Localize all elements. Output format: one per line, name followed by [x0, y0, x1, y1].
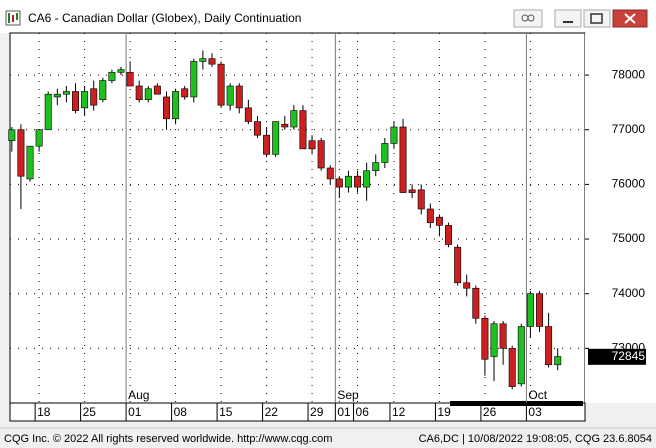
candle-body — [26, 145, 34, 180]
candle-body — [290, 110, 298, 128]
candle-body — [308, 140, 316, 150]
y-tick-label: 77000 — [612, 122, 646, 136]
price-axis-area — [585, 33, 656, 403]
candle-body — [108, 72, 116, 81]
close-button[interactable] — [612, 9, 648, 28]
candle-body — [135, 85, 143, 100]
candle-body — [199, 58, 207, 62]
x-tick-label: 03 — [528, 405, 542, 419]
candle-body — [363, 170, 371, 188]
x-tick-label: 25 — [83, 405, 97, 419]
y-tick-label: 76000 — [612, 177, 646, 191]
candle-body — [17, 129, 25, 177]
candle-body — [426, 208, 434, 223]
candle-body — [517, 326, 525, 385]
y-tick-label: 75000 — [612, 231, 646, 245]
candle-body — [81, 91, 89, 109]
last-price-label: 72845 — [612, 349, 646, 363]
candle-body — [253, 121, 261, 136]
date-axis-area — [9, 402, 586, 422]
candle-body — [281, 123, 289, 128]
x-tick-label: 08 — [174, 405, 188, 419]
x-tick-label: 01 — [128, 405, 142, 419]
candle-body — [526, 293, 534, 327]
candle-body — [344, 175, 352, 188]
last-price-box — [588, 348, 646, 365]
status-left: CQG Inc. © 2022 All rights reserved worl… — [4, 433, 332, 445]
candle-body — [190, 61, 198, 98]
candle-body — [8, 129, 16, 141]
candle-body — [472, 287, 480, 319]
link-button[interactable] — [513, 9, 543, 28]
candle-body — [390, 126, 398, 144]
x-tick-label: 15 — [219, 405, 233, 419]
candle-body — [172, 91, 180, 120]
candle-body — [326, 167, 334, 180]
candle-body — [454, 246, 462, 284]
candle-body — [335, 178, 343, 188]
candle-body — [217, 63, 225, 106]
restore-button[interactable] — [583, 9, 611, 28]
candle-body — [536, 293, 543, 327]
candle-body — [372, 162, 380, 172]
title-bar — [0, 0, 656, 33]
candle-body — [445, 225, 453, 245]
candle-body — [417, 189, 425, 210]
x-tick-label: 26 — [483, 405, 497, 419]
x-tick-label: 19 — [437, 405, 451, 419]
window-title: CA6 - Canadian Dollar (Globex), Daily Co… — [28, 11, 301, 25]
candle-body — [263, 134, 271, 155]
candle-body — [53, 93, 61, 98]
x-tick-label: 18 — [37, 405, 51, 419]
candle-body — [117, 69, 125, 73]
candle-body — [244, 107, 252, 122]
candle-body — [235, 85, 243, 109]
x-tick-label: 22 — [265, 405, 279, 419]
candle-body — [272, 121, 280, 155]
candle-body — [490, 323, 498, 357]
x-tick-label: 06 — [356, 405, 370, 419]
candle-body — [44, 93, 52, 131]
candle-body — [399, 126, 407, 193]
candle-body — [381, 143, 389, 163]
candle-body — [72, 91, 79, 111]
x-tick-label: 12 — [392, 405, 406, 419]
candle-body — [299, 110, 307, 150]
candle-body — [163, 96, 170, 120]
candle-body — [226, 85, 234, 106]
candle-body — [144, 88, 152, 100]
status-right: CA6,DC | 10/08/2022 19:08:05, CQG 23.6.8… — [419, 433, 652, 445]
month-label: Oct — [528, 388, 547, 402]
minimize-button[interactable] — [554, 9, 582, 28]
candle-body — [554, 356, 562, 366]
candle-body — [90, 88, 98, 106]
candle-body — [62, 91, 70, 95]
candle-body — [508, 348, 516, 387]
candle-body — [126, 72, 134, 87]
candle-body — [499, 323, 507, 349]
candle-body — [463, 282, 471, 289]
app-icon — [5, 10, 21, 26]
candle-body — [545, 326, 553, 366]
candle-body — [181, 88, 189, 98]
candle-body — [35, 129, 43, 147]
candle-body — [99, 80, 107, 100]
x-tick-label: 01 — [337, 405, 351, 419]
candle-body — [354, 175, 362, 188]
candle-body — [481, 317, 489, 360]
x-tick-label: 29 — [310, 405, 324, 419]
candle-body — [208, 58, 216, 65]
month-label: Aug — [128, 388, 149, 402]
candle-body — [153, 85, 161, 95]
candle-body — [435, 216, 443, 226]
scroll-indicator — [450, 401, 583, 406]
month-label: Sep — [337, 388, 359, 402]
y-tick-label: 78000 — [612, 67, 646, 81]
y-tick-label: 74000 — [612, 286, 646, 300]
candle-body — [408, 189, 416, 193]
candle-body — [317, 140, 325, 169]
